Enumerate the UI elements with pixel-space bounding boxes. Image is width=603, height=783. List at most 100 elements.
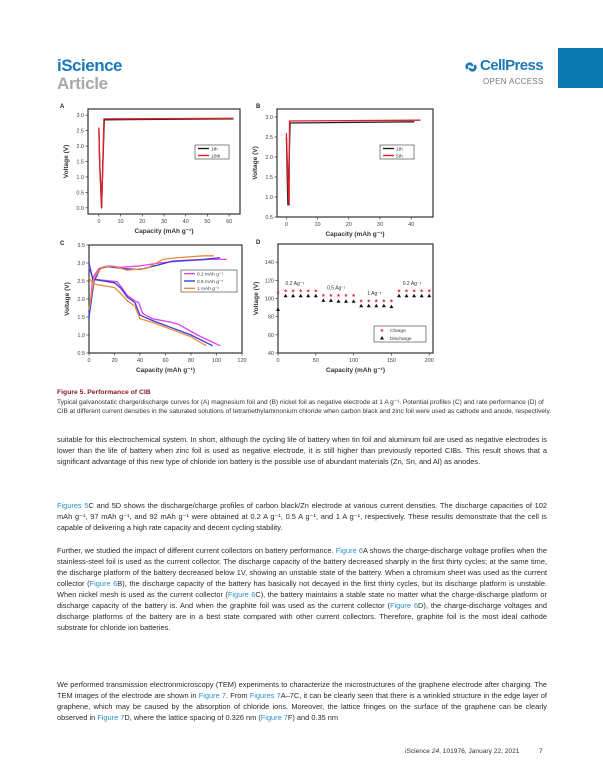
- y-tick-label: 1.5: [265, 175, 273, 181]
- discharge-point: [404, 293, 409, 298]
- figure-caption: Figure 5. Performance of CIB Typical gal…: [57, 388, 552, 417]
- caption-text: Typical galvanostatic charge/discharge c…: [57, 398, 552, 416]
- legend-label: 0.2 mAh g⁻¹: [197, 271, 223, 277]
- rate-annotation: 0.2 Ag⁻¹: [286, 281, 305, 287]
- legend-label: 0.5 mAh g⁻¹: [197, 279, 223, 285]
- legend-label: Charge: [390, 328, 406, 334]
- x-tick-label: 120: [237, 358, 246, 364]
- charge-point: ★: [412, 288, 417, 294]
- y-tick-label: 40: [268, 351, 274, 357]
- figure-link[interactable]: Figures 7: [249, 691, 281, 700]
- legend-label: Discharge: [390, 336, 412, 342]
- caption-title: Figure 5. Performance of CIB: [57, 389, 151, 396]
- legend-label: 1th: [396, 146, 403, 152]
- legend-label: 1 mAh g⁻¹: [197, 286, 219, 292]
- y-tick-label: 3.5: [77, 243, 85, 249]
- discharge-point: [396, 293, 401, 298]
- x-tick-label: 60: [162, 358, 168, 364]
- page-number: 7: [539, 748, 543, 755]
- publisher-logo[interactable]: CellPress: [480, 57, 544, 74]
- charge-point: ★: [427, 288, 432, 294]
- paragraph-4: We performed transmission electronmicros…: [57, 679, 547, 723]
- x-tick-label: 30: [377, 222, 383, 228]
- series-line: [88, 255, 214, 310]
- x-tick-label: 50: [204, 219, 210, 225]
- chart-panel-d: D 0 50 100 150 200 40 60 80 100 120 140 Capacity (mA…: [253, 240, 434, 374]
- x-axis-label: Capacity (mAh g⁻¹): [134, 228, 193, 235]
- panel-label: C: [60, 241, 65, 247]
- discharge-point: [359, 303, 364, 308]
- series-line-discharge: [88, 266, 221, 347]
- body-text: D, where the lattice spacing of 0.326 nm…: [124, 713, 261, 722]
- x-axis-label: Capacity (mAh g⁻¹): [325, 231, 384, 238]
- x-tick-label: 40: [137, 358, 143, 364]
- rate-annotation: 0.2 Ag⁻¹: [403, 281, 422, 287]
- body-text: suitable for this electrochemical system…: [57, 435, 547, 466]
- y-tick-label: 1.0: [265, 195, 273, 201]
- legend-label: 10th: [211, 153, 221, 159]
- y-tick-label: 60: [268, 333, 274, 339]
- charge-point: ★: [419, 288, 424, 294]
- figure-link[interactable]: Figure 6: [390, 601, 419, 610]
- discharge-point: [276, 307, 280, 311]
- x-axis-label: Capacity (mAh g⁻¹): [136, 367, 195, 374]
- footer-volume: 24: [431, 748, 440, 755]
- charge-point: ★: [397, 288, 402, 294]
- series-line: [88, 256, 221, 318]
- figure-link[interactable]: Figure 6: [227, 590, 256, 599]
- discharge-point: [328, 298, 333, 302]
- y-tick-label: 2.0: [77, 297, 85, 303]
- y-tick-label: 80: [268, 315, 274, 321]
- x-tick-label: 0: [97, 219, 100, 225]
- y-tick-label: 140: [265, 260, 274, 266]
- discharge-point: [427, 293, 432, 298]
- figure-5: A 0 10 20 30 40 50 60 0.0 0.5 1.0 1.5 2.0 2.5 3.0 Capac…: [60, 104, 434, 374]
- y-tick-label: 1.0: [76, 175, 84, 181]
- footer-journal: iScience: [405, 748, 430, 755]
- figure-link[interactable]: Figure 7: [260, 713, 288, 722]
- y-tick-label: 2.5: [76, 129, 84, 135]
- body-text: C and 5D shows the discharge/charge prof…: [57, 501, 547, 532]
- charge-point: ★: [276, 290, 281, 296]
- journal-name: iScience: [57, 56, 123, 75]
- x-tick-label: 100: [349, 358, 358, 364]
- series-line: [98, 117, 234, 209]
- figure-link[interactable]: Figure 7: [97, 713, 125, 722]
- series-line: [285, 119, 421, 206]
- figure-link[interactable]: Figure 6: [89, 579, 118, 588]
- discharge-point: [313, 293, 318, 298]
- discharge-point: [321, 298, 326, 302]
- body-text: A shows the charge-discharge voltage pro…: [57, 546, 547, 588]
- x-tick-label: 40: [183, 219, 189, 225]
- panel-label: B: [256, 104, 261, 110]
- y-tick-label: 2.5: [77, 279, 85, 285]
- y-tick-label: 0.5: [265, 215, 273, 221]
- body-text: Further, we studied the impact of differ…: [57, 546, 336, 555]
- discharge-point: [291, 293, 296, 298]
- body-text: F) and 0.35 nm: [287, 713, 339, 722]
- discharge-point: [389, 304, 394, 309]
- cellpress-logo-icon: [465, 62, 477, 72]
- discharge-point: [381, 303, 386, 308]
- x-tick-label: 20: [111, 358, 117, 364]
- series-line: [285, 121, 415, 206]
- charge-point: ★: [382, 298, 387, 304]
- figure-link[interactable]: Figure 7: [198, 691, 227, 700]
- paragraph-1: suitable for this electrochemical system…: [57, 434, 547, 467]
- article-type: Article: [57, 74, 108, 93]
- charge-point: ★: [351, 293, 356, 299]
- figure-link[interactable]: Figures 5: [57, 501, 89, 510]
- panel-label: A: [60, 104, 65, 110]
- x-tick-label: 50: [313, 358, 319, 364]
- y-tick-label: 3.0: [265, 115, 273, 121]
- series-line-discharge: [88, 262, 213, 347]
- x-tick-label: 20: [346, 222, 352, 228]
- rate-annotation: 1 Ag⁻¹: [367, 291, 382, 297]
- discharge-point: [306, 293, 311, 298]
- discharge-point: [336, 299, 341, 303]
- charge-point: ★: [366, 298, 371, 304]
- x-tick-label: 20: [139, 219, 145, 225]
- discharge-point: [298, 293, 303, 298]
- discharge-point: [366, 303, 371, 308]
- figure-link[interactable]: Figure 6: [335, 546, 363, 555]
